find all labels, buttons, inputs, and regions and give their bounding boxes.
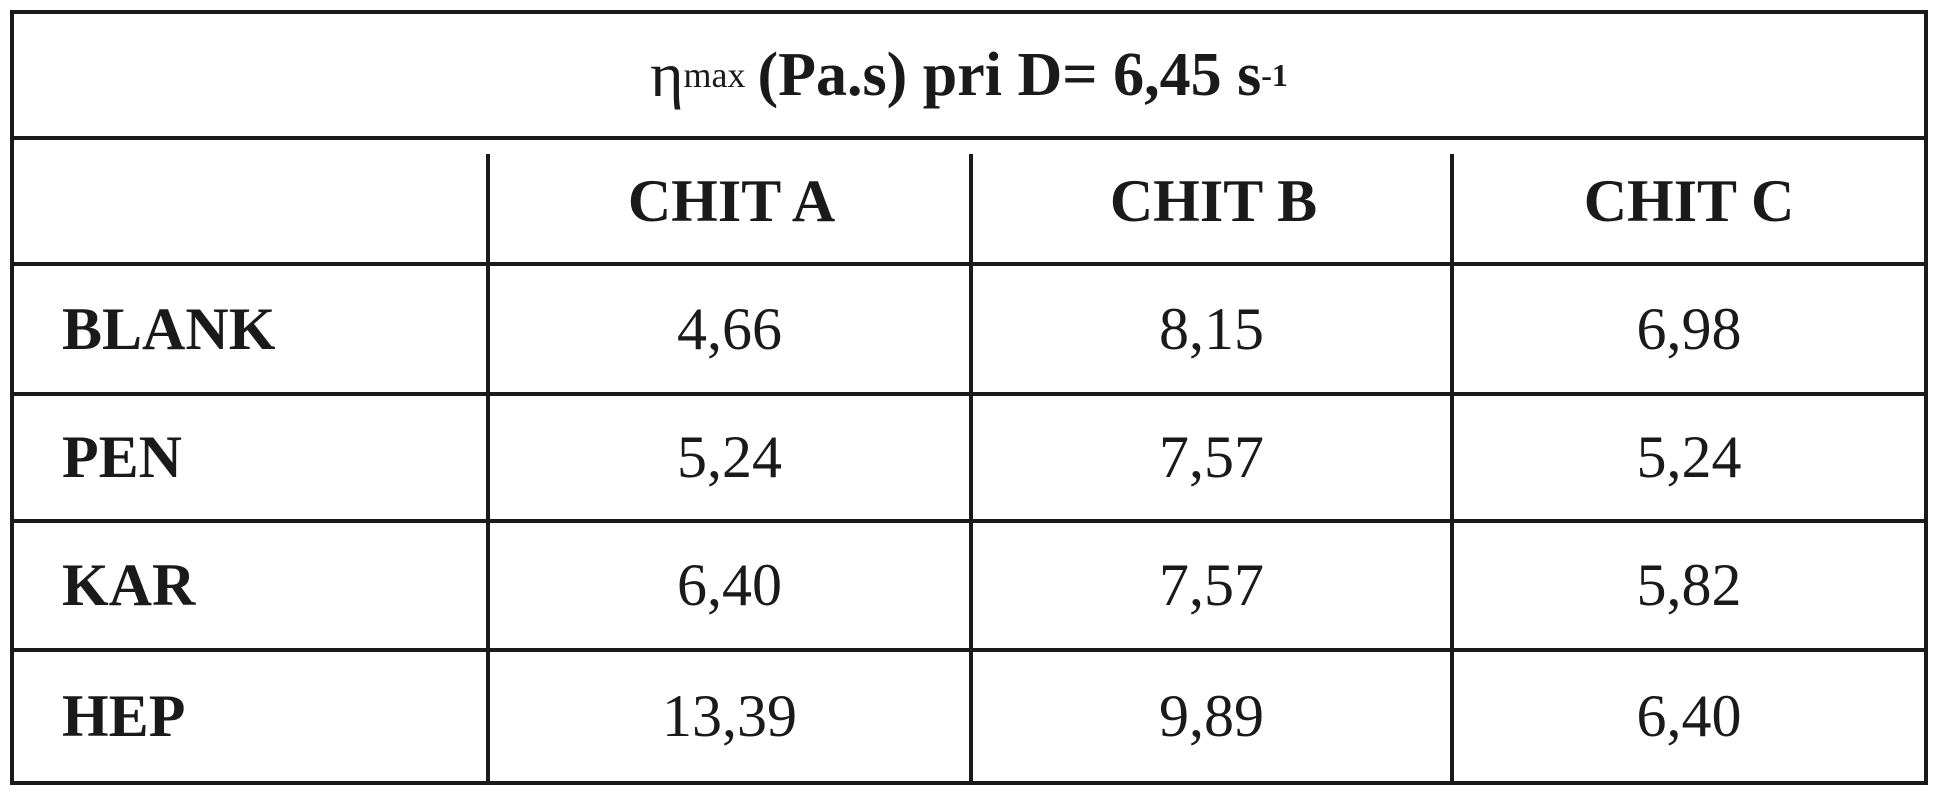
title-symbol: η (650, 39, 684, 110)
table-cell: 5,24 (490, 396, 973, 523)
table-cell: 6,98 (1454, 266, 1924, 396)
table-cell: 5,82 (1454, 523, 1924, 652)
title-superscript: -1 (1261, 56, 1288, 93)
header-cell-empty (14, 140, 490, 266)
table-cell: 7,57 (973, 396, 1454, 523)
column-header: CHIT C (1454, 140, 1924, 266)
data-table: η max (Pa.s) pri D= 6,45 s -1 CHIT A CHIT … (10, 10, 1928, 785)
table-cell: 13,39 (490, 652, 973, 781)
row-label: HEP (14, 652, 490, 781)
table-cell: 8,15 (973, 266, 1454, 396)
table-cell: 6,40 (1636, 683, 1742, 749)
table-cell: 7,57 (973, 523, 1454, 652)
row-label: KAR (14, 523, 490, 652)
table-cell: 5,24 (1454, 396, 1924, 523)
table-cell: 6,40 (490, 523, 973, 652)
table-cell: 4,66 (490, 266, 973, 396)
column-header: CHIT B (973, 140, 1454, 266)
column-header: CHIT A (490, 140, 973, 266)
row-label: BLANK (14, 266, 490, 396)
table-cell: 9,89 (973, 652, 1454, 781)
table-title: η max (Pa.s) pri D= 6,45 s -1 (14, 14, 1924, 140)
title-subscript: max (683, 55, 746, 95)
table-body: CHIT A CHIT B CHIT C BLANK 4,66 8,15 6,9… (14, 140, 1924, 785)
title-text: (Pa.s) pri D= 6,45 s (757, 40, 1262, 109)
row-label: PEN (14, 396, 490, 523)
